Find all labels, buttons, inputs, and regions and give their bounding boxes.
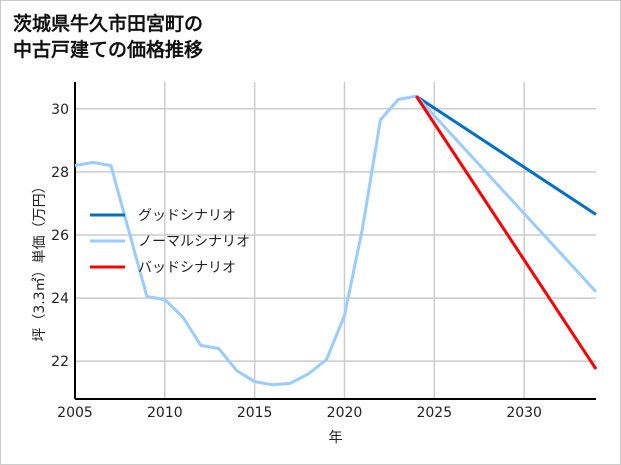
y-tick-label: 28 [51, 165, 69, 181]
x-tick-label: 2015 [237, 405, 273, 421]
y-tick-label: 26 [51, 228, 69, 244]
title-line-2: 中古戸建ての価格推移 [13, 39, 204, 61]
y-tick-label: 22 [51, 354, 69, 370]
x-axis-label: 年 [329, 430, 343, 446]
title-line-1: 茨城県牛久市田宮町の [13, 13, 204, 35]
y-axis-label: 坪（3.3㎡）単価（万円） [32, 179, 48, 341]
series-line [74, 94, 598, 387]
x-tick-label: 2020 [327, 405, 363, 421]
legend-label: バッドシナリオ [138, 260, 236, 276]
y-tick-label: 30 [51, 102, 69, 118]
x-tick-label: 2005 [57, 405, 93, 421]
legend-label: グッドシナリオ [138, 208, 236, 224]
x-tick-label: 2025 [416, 405, 452, 421]
chart-title: 茨城県牛久市田宮町の 中古戸建ての価格推移 [13, 11, 203, 63]
series-line [415, 95, 598, 370]
x-tick-label: 2010 [147, 405, 183, 421]
legend-label: ノーマルシナリオ [138, 234, 250, 250]
series-line [415, 94, 597, 216]
y-tick-label: 24 [51, 291, 69, 307]
x-tick-label: 2030 [506, 405, 542, 421]
